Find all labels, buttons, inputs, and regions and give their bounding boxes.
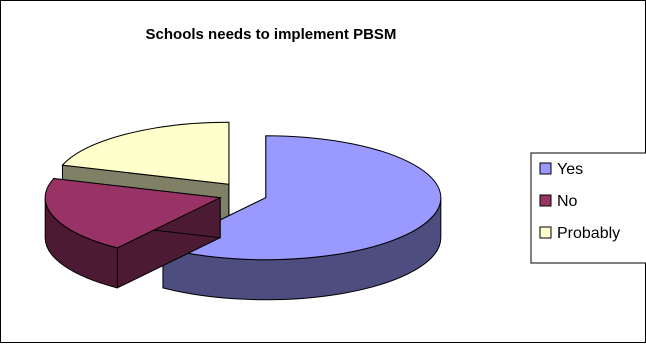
slice-probably-top [61, 121, 230, 185]
slice-no-top [44, 178, 222, 249]
legend-swatch-no [539, 194, 552, 207]
legend-label-no: No [557, 193, 578, 210]
legend-label-yes: Yes [557, 161, 583, 178]
slice-yes-top [161, 135, 442, 261]
slice-no [44, 177, 222, 289]
legend-swatch-yes [539, 162, 552, 175]
slice-yes [161, 135, 442, 301]
chart-title: Schools needs to implement PBSM [146, 26, 397, 43]
legend-label-probably: Probably [557, 225, 620, 242]
legend-swatch-probably [539, 226, 552, 239]
pie-slices [44, 121, 442, 301]
legend: Yes No Probably [530, 152, 646, 264]
